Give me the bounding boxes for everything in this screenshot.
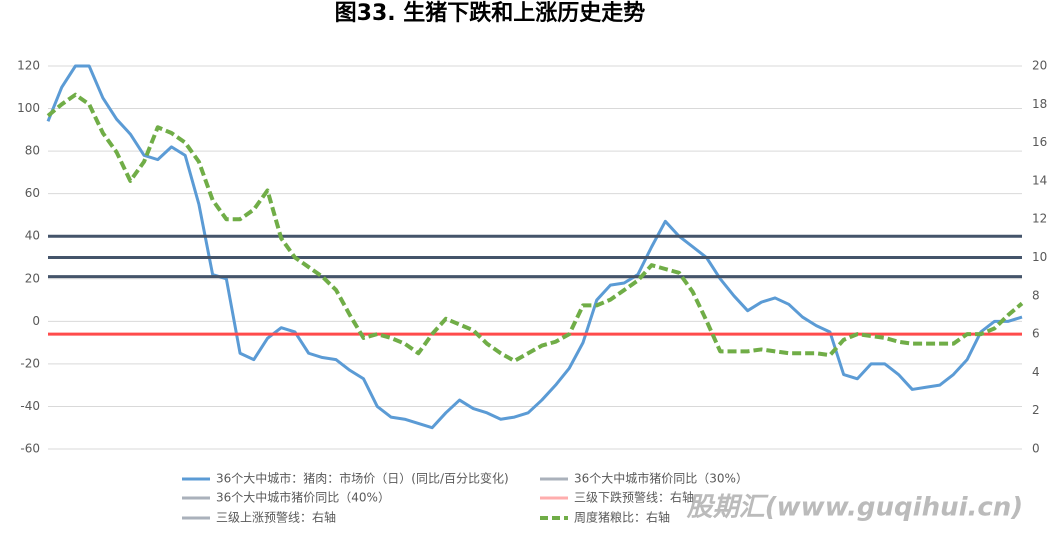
legend-label: 三级上涨预警线：右轴 <box>216 510 336 525</box>
watermark: 股期汇(www.guqihui.cn) <box>686 493 1023 523</box>
y-tick-label: 80 <box>25 144 40 158</box>
y-tick-label: -20 <box>20 356 40 370</box>
y2-tick-label: 2 <box>1032 403 1040 417</box>
legend-label: 36个大中城市：猪肉：市场价（日）(同比/百分比变化) <box>216 471 509 486</box>
y2-tick-label: 18 <box>1032 97 1047 111</box>
y-tick-label: 20 <box>25 271 40 285</box>
chart-title: 图33. 生猪下跌和上涨历史走势 <box>335 0 646 26</box>
y-tick-label: -40 <box>20 399 40 413</box>
legend-label: 周度猪粮比：右轴 <box>574 510 670 525</box>
y2-tick-label: 4 <box>1032 365 1040 379</box>
y2-tick-label: 6 <box>1032 327 1040 341</box>
price-line <box>46 64 1023 430</box>
ratio-line <box>46 92 1024 363</box>
y-tick-label: 120 <box>17 59 40 73</box>
y2-tick-label: 20 <box>1032 59 1047 73</box>
y2-tick-label: 0 <box>1032 442 1040 456</box>
y2-tick-label: 12 <box>1032 212 1047 226</box>
legend-label: 36个大中城市猪价同比（40%） <box>216 490 390 505</box>
y2-tick-label: 14 <box>1032 173 1047 187</box>
y-tick-label: 100 <box>17 101 40 115</box>
y-tick-label: 0 <box>32 314 40 328</box>
y2-tick-label: 10 <box>1032 250 1047 264</box>
legend-label: 三级下跌预警线：右轴 <box>574 490 694 505</box>
legend-label: 36个大中城市猪价同比（30%） <box>574 471 748 486</box>
y-tick-label: 40 <box>25 229 40 243</box>
y-tick-label: -60 <box>20 442 40 456</box>
y-tick-label: 60 <box>25 186 40 200</box>
y2-tick-label: 16 <box>1032 135 1047 149</box>
y2-tick-label: 8 <box>1032 288 1040 302</box>
